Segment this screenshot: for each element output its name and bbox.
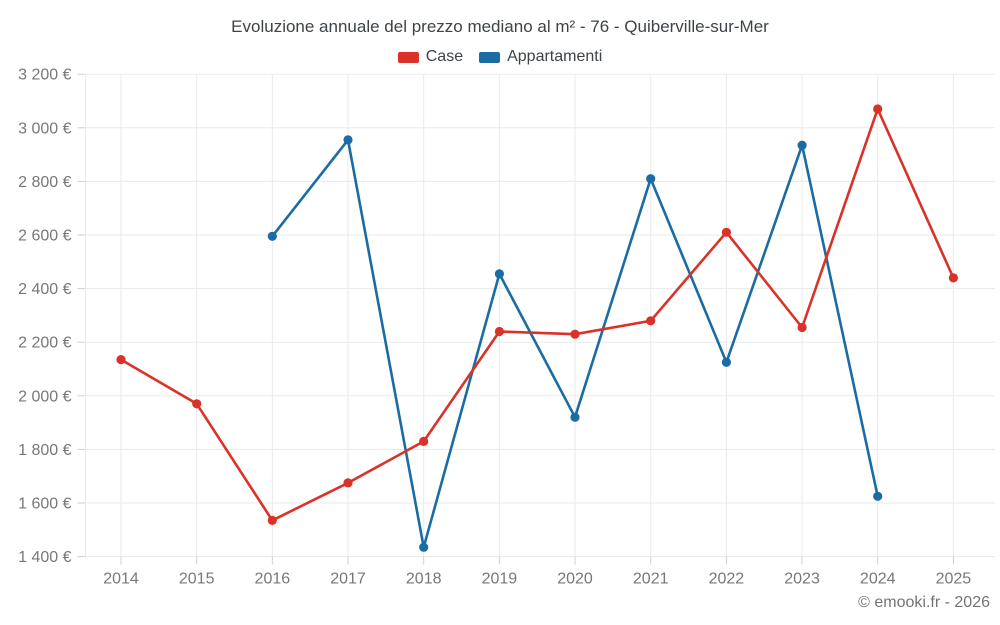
data-point-case-2014[interactable] <box>116 355 126 365</box>
legend-label-case: Case <box>425 48 464 65</box>
x-tick-label: 2021 <box>633 571 669 588</box>
data-point-appartamenti-2022[interactable] <box>721 357 732 367</box>
y-tick-label: 2 400 € <box>18 281 71 298</box>
data-point-case-2022[interactable] <box>721 227 732 237</box>
legend-swatch-appartamenti-icon <box>479 51 501 63</box>
data-point-appartamenti-2017[interactable] <box>343 135 353 145</box>
chart-title: Evoluzione annuale del prezzo mediano al… <box>231 17 769 36</box>
data-point-case-2021[interactable] <box>646 316 656 326</box>
x-tick-label: 2022 <box>709 571 745 588</box>
x-tick-label: 2014 <box>103 571 139 588</box>
legend-item-case[interactable]: Case <box>397 48 464 66</box>
data-point-appartamenti-2024[interactable] <box>873 491 883 501</box>
x-tick-label: 2015 <box>179 571 215 588</box>
data-point-case-2017[interactable] <box>343 478 353 488</box>
legend-item-appartamenti[interactable]: Appartamenti <box>479 48 602 66</box>
data-point-appartamenti-2023[interactable] <box>797 140 807 150</box>
legend-label-appartamenti: Appartamenti <box>507 48 603 65</box>
data-point-appartamenti-2016[interactable] <box>267 231 277 241</box>
data-point-appartamenti-2021[interactable] <box>646 174 656 184</box>
legend-swatch-case-icon <box>397 51 419 63</box>
x-tick-label: 2020 <box>557 571 593 588</box>
data-point-case-2016[interactable] <box>267 515 277 526</box>
x-tick-label: 2019 <box>482 571 518 588</box>
data-point-case-2023[interactable] <box>797 322 807 333</box>
x-tick-label: 2017 <box>330 571 366 588</box>
data-point-case-2020[interactable] <box>570 329 580 339</box>
y-tick-label: 1 400 € <box>18 549 71 566</box>
y-tick-label: 3 200 € <box>18 67 71 84</box>
x-tick-label: 2024 <box>860 571 896 588</box>
data-point-appartamenti-2019[interactable] <box>494 269 504 279</box>
data-point-case-2024[interactable] <box>873 104 883 114</box>
y-tick-label: 2 200 € <box>18 335 71 352</box>
x-tick-label: 2025 <box>936 571 972 588</box>
x-tick-label: 2023 <box>784 571 820 588</box>
data-point-case-2019[interactable] <box>494 326 504 337</box>
y-tick-label: 1 600 € <box>18 496 71 513</box>
y-tick-label: 2 000 € <box>18 388 71 405</box>
data-point-appartamenti-2020[interactable] <box>570 412 580 422</box>
data-point-case-2018[interactable] <box>419 436 429 446</box>
x-tick-label: 2016 <box>255 571 291 588</box>
chart-legend: Case Appartamenti <box>0 48 1000 66</box>
y-tick-label: 2 800 € <box>18 174 71 191</box>
data-point-case-2025[interactable] <box>948 273 959 283</box>
data-point-case-2015[interactable] <box>192 399 202 409</box>
y-tick-label: 3 000 € <box>18 120 71 137</box>
x-tick-label: 2018 <box>406 571 442 588</box>
y-tick-label: 2 600 € <box>18 228 71 245</box>
data-point-appartamenti-2018[interactable] <box>419 542 429 552</box>
copyright: © emooki.fr - 2026 <box>858 594 990 611</box>
y-tick-label: 1 800 € <box>18 442 71 459</box>
series-line-case <box>119 107 955 522</box>
